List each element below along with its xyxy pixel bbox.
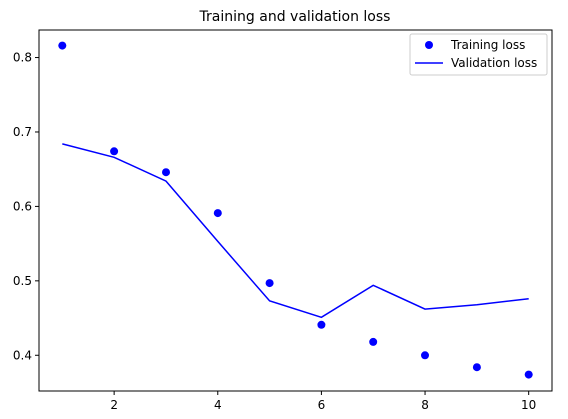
training-loss-point [58,41,67,50]
training-loss-point [421,351,429,360]
training-loss-point [369,337,378,346]
y-tick-label: 0.8 [13,51,32,65]
x-tick-label: 4 [214,398,222,412]
training-loss-point [317,320,326,329]
chart-title: Training and validation loss [199,9,391,25]
x-tick-label: 8 [421,398,429,412]
training-loss-point [524,370,533,379]
training-loss-point [162,168,170,177]
y-tick-label: 0.5 [13,274,32,288]
y-tick-label: 0.7 [13,125,32,139]
x-tick-label: 10 [521,398,536,412]
validation-loss-series [62,143,529,319]
y-axis: 0.4 0.5 0.6 0.7 0.8 [13,51,39,362]
x-axis: 2 4 6 8 10 [110,391,536,412]
legend-marker-training [425,41,433,49]
training-loss-point [265,279,274,288]
legend-label-validation: Validation loss [451,56,537,70]
x-tick-label: 6 [318,398,326,412]
legend-label-training: Training loss [450,38,525,52]
y-tick-label: 0.4 [13,348,32,362]
training-loss-series [58,41,533,379]
validation-loss-line [62,143,529,319]
legend-box [409,33,548,76]
training-loss-point [110,147,119,156]
training-loss-point [213,209,222,218]
y-tick-label: 0.6 [13,199,32,213]
x-tick-label: 2 [110,398,118,412]
plot-area-frame [38,29,553,392]
training-loss-point [472,363,481,372]
legend: Training loss Validation loss [409,33,548,76]
